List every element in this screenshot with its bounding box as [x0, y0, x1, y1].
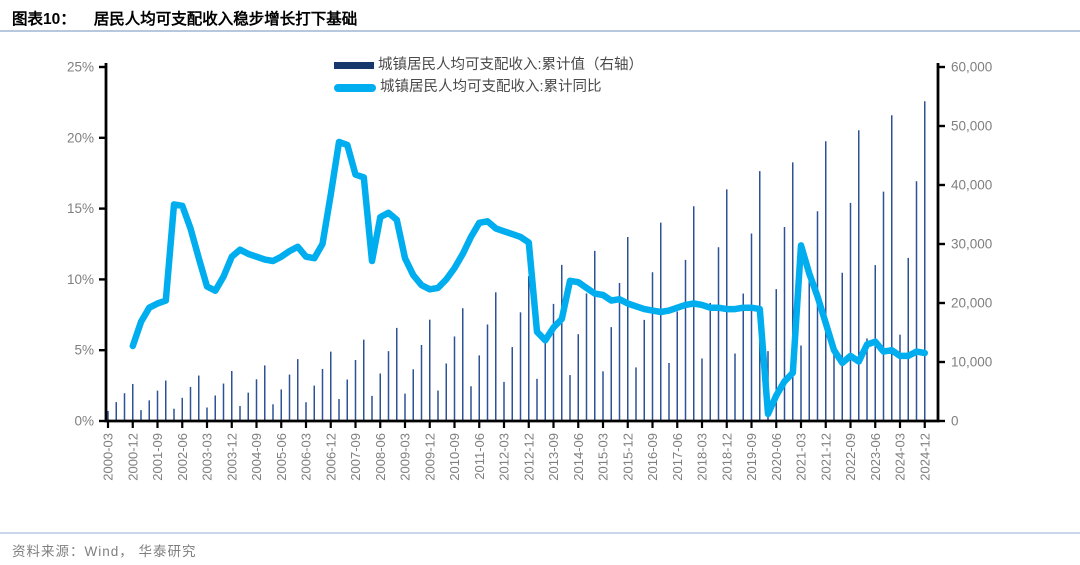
header-divider [0, 30, 1080, 32]
left-axis-tick-label: 25% [67, 60, 94, 75]
left-axis-tick-label: 0% [74, 414, 94, 429]
legend-item-line-series: 城镇居民人均可支配收入:累计同比 [334, 78, 643, 97]
chart-legend: 城镇居民人均可支配收入:累计值（右轴） 城镇居民人均可支配收入:累计同比 [334, 56, 643, 97]
figure-number: 图表10： [12, 11, 76, 28]
x-axis-tick-label: 2020-06 [769, 433, 784, 481]
axes-group [99, 63, 945, 428]
line-series-yoy-growth [129, 138, 929, 418]
bar-series-group [107, 101, 926, 420]
right-axis-tick-label: 60,000 [951, 60, 992, 75]
x-axis-tick-label: 2000-03 [101, 433, 116, 481]
x-axis-tick-label: 2003-03 [200, 433, 215, 481]
x-axis-tick-label: 2015-12 [620, 433, 635, 481]
x-axis-tick-label: 2004-09 [249, 433, 264, 481]
legend-label-line-series: 城镇居民人均可支配收入:累计同比 [380, 79, 602, 95]
x-axis-tick-label: 2018-03 [695, 433, 710, 481]
x-axis-tick-label: 2009-12 [422, 433, 437, 481]
x-axis-tick-label: 2023-06 [868, 433, 883, 481]
x-axis-tick-label: 2022-09 [843, 433, 858, 481]
x-axis-tick-label: 2021-12 [818, 433, 833, 481]
right-axis-tick-label: 50,000 [951, 119, 992, 134]
figure-title: 居民人均可支配收入稳步增长打下基础 [93, 11, 358, 28]
x-axis-tick-label: 2013-09 [546, 433, 561, 481]
x-axis-tick-label: 2018-12 [719, 433, 734, 481]
right-axis-tick-label: 20,000 [951, 296, 992, 311]
line-series-swatch-icon [334, 83, 376, 92]
x-axis-tick-label: 2008-06 [373, 433, 388, 481]
x-axis-tick-label: 2007-09 [348, 433, 363, 481]
left-axis-tick-label: 20% [67, 130, 94, 145]
x-axis-tick-label: 2002-06 [175, 433, 190, 481]
x-axis-tick-label: 2024-03 [893, 433, 908, 481]
x-axis-tick-label: 2016-09 [645, 433, 660, 481]
figure-header: 图表10： 居民人均可支配收入稳步增长打下基础 [12, 7, 357, 29]
x-axis-tick-label: 2011-06 [472, 433, 487, 480]
right-axis-tick-label: 30,000 [951, 237, 992, 252]
x-axis-tick-label: 2017-06 [670, 433, 685, 481]
x-axis-tick-label: 2012-12 [521, 433, 536, 481]
x-axis-tick-label: 2019-09 [744, 433, 759, 481]
x-axis-tick-label: 2024-12 [917, 433, 932, 481]
legend-label-bar-series: 城镇居民人均可支配收入:累计值（右轴） [378, 57, 644, 73]
x-axis-tick-label: 2015-03 [596, 433, 611, 481]
footer-divider [0, 532, 1080, 534]
x-axis-tick-label: 2014-06 [571, 433, 586, 481]
right-axis-tick-label: 0 [951, 414, 959, 429]
x-axis-tick-label: 2001-09 [150, 433, 165, 481]
left-axis-tick-label: 10% [67, 272, 94, 287]
chart-canvas: 0% 5% 10% 15% 20% 25% 0 10,000 20,000 30,000 40,00… [67, 60, 992, 481]
x-axis-tick-label: 2012-03 [497, 433, 512, 481]
x-axis-tick-label: 2006-03 [299, 433, 314, 481]
x-axis-tick-label: 2005-06 [274, 433, 289, 481]
bar-series-swatch-icon [334, 62, 374, 69]
x-axis-tick-label: 2006-12 [323, 433, 338, 481]
x-axis-tick-label: 2009-03 [398, 433, 413, 481]
source-note: 资料来源：Wind， 华泰研究 [12, 544, 197, 559]
right-axis-tick-label: 10,000 [951, 355, 992, 370]
x-axis-tick-label: 2010-09 [447, 433, 462, 481]
x-axis-tick-label: 2000-12 [125, 433, 140, 481]
x-axis-tick-label: 2021-03 [794, 433, 809, 481]
left-axis-tick-label: 15% [67, 201, 94, 216]
x-axis-tick-label: 2003-12 [224, 433, 239, 481]
left-axis-tick-label: 5% [74, 343, 94, 358]
right-axis-tick-label: 40,000 [951, 178, 992, 193]
legend-item-bar-series: 城镇居民人均可支配收入:累计值（右轴） [334, 56, 643, 75]
